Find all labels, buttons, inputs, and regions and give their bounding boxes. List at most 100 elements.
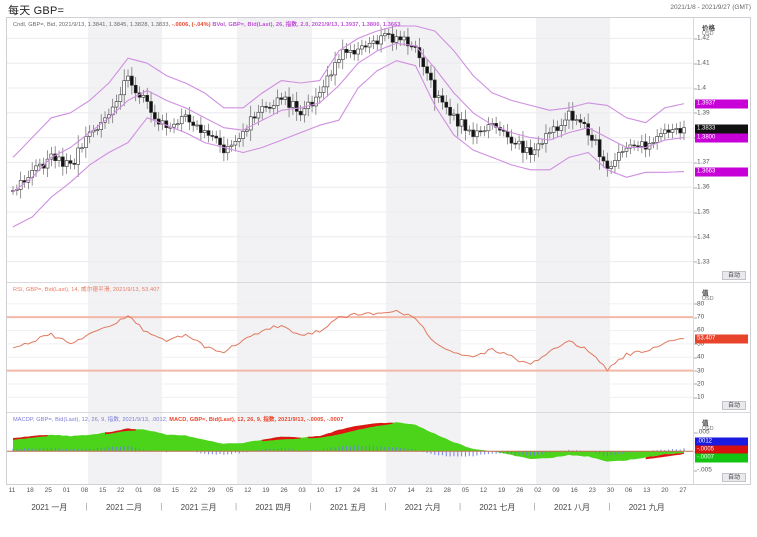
price-panel[interactable]: Cndl, GBP=, Bid, 2021/9/13, 1.3841, 1.38…	[7, 18, 750, 282]
macd-panel[interactable]: MACDP, GBP=, Bid(Last), 12, 26, 9, 指数, 2…	[7, 412, 750, 484]
price-chart-svg	[7, 25, 694, 263]
rsi-axis-tick: 70	[693, 313, 705, 321]
time-axis-month: 2021 七月	[479, 503, 516, 512]
macd-auto-button[interactable]: 自动	[722, 473, 746, 482]
time-axis-day: 11	[8, 487, 16, 494]
macd-axis[interactable]: 值 USD 自动 .0050-.005.0012-.0005-.0007	[693, 413, 750, 484]
time-axis-day: 12	[244, 487, 252, 494]
rsi-auto-button[interactable]: 自动	[722, 401, 746, 410]
month-stripe	[535, 413, 611, 484]
rsi-value-box-rsi-value: 53.407	[695, 334, 748, 344]
time-axis-separator: |	[160, 502, 163, 511]
time-axis-day: 05	[225, 487, 234, 494]
time-axis-day: 15	[171, 487, 179, 494]
title-bar: 每天 GBP= 2021/1/8 - 2021/9/27 (GMT)	[0, 0, 757, 18]
time-axis-day: 13	[643, 487, 651, 494]
rsi-panel[interactable]: RSI, GBP=, Bid(Last), 14, 威尔德平滑, 2021/9/…	[7, 282, 750, 412]
time-axis-day: 27	[679, 487, 687, 494]
time-axis-separator: |	[458, 502, 462, 511]
time-axis-day: 26	[280, 487, 288, 494]
time-axis[interactable]: 11 18 25 01 08 15 22 01 08 15 22 29 05 12 19 26 03 10 17 24…	[6, 487, 751, 533]
time-axis-day: 15	[99, 487, 107, 494]
macd-value-box-macd-line: -.0005	[695, 445, 748, 455]
price-plot-area[interactable]	[7, 18, 694, 282]
month-stripes	[7, 283, 694, 412]
page-title: 每天 GBP=	[8, 5, 65, 17]
price-axis-tick: 1.39	[694, 109, 710, 117]
time-axis-day: 31	[371, 487, 379, 494]
time-axis-month: 2021 一月	[31, 503, 68, 512]
rsi-axis-tick: 50	[693, 340, 705, 348]
time-axis-day: 14	[407, 487, 415, 494]
time-axis-day: 28	[443, 487, 451, 494]
time-axis-month: 2021 八月	[554, 503, 591, 512]
rsi-axis-tick: 10	[693, 393, 705, 401]
macd-axis-unit: USD	[702, 426, 714, 432]
macd-value-box-macd-signal: -.0007	[695, 453, 748, 463]
time-axis-day: 17	[334, 487, 343, 494]
price-axis[interactable]: 价格 USD 自动 1.421.411.41.391.381.371.361.3…	[693, 18, 750, 282]
time-axis-day: 16	[570, 487, 578, 494]
price-axis-tick: 1.37	[694, 158, 710, 166]
time-axis-day: 02	[534, 487, 542, 494]
time-axis-day: 22	[117, 487, 125, 494]
time-axis-month: 2021 六月	[404, 503, 441, 512]
price-legend-bollinger: BVol, GBP=, Bid(Last), 26, 指数, 2.0, 2021…	[212, 22, 401, 28]
time-axis-day: 09	[552, 487, 560, 494]
price-value-box-last-price: 1.3833	[695, 124, 748, 134]
price-legend-change: -.0006, (-.04%)	[171, 22, 211, 28]
rsi-plot-area[interactable]	[7, 283, 694, 412]
time-axis-day: 23	[588, 487, 596, 494]
time-axis-day: 01	[135, 487, 143, 494]
time-axis-month: 2021 四月	[255, 503, 292, 512]
rsi-chart-svg	[7, 303, 694, 398]
time-axis-day: 12	[479, 487, 488, 494]
time-axis-month: 2021 三月	[180, 503, 217, 512]
price-axis-tick: 1.41	[694, 59, 710, 67]
price-auto-button[interactable]: 自动	[722, 271, 746, 280]
time-axis-separator: |	[234, 502, 238, 511]
time-axis-day: 10	[316, 487, 324, 494]
time-axis-separator: |	[608, 502, 611, 511]
price-axis-tick: 1.34	[694, 233, 710, 241]
price-legend: Cndl, GBP=, Bid, 2021/9/13, 1.3841, 1.38…	[13, 20, 401, 28]
price-value-box-bb-middle: 1.3800	[695, 133, 748, 143]
price-value-box-bb-lower: 1.3663	[695, 167, 748, 177]
time-axis-day: 05	[461, 487, 469, 494]
time-axis-day: 19	[498, 487, 506, 494]
time-axis-day: 30	[606, 487, 615, 494]
price-value-box-bb-upper: 1.3937	[695, 99, 748, 109]
rsi-axis[interactable]: 值 USD 自动 80 70 60 50 40 30 20 10 53.407	[693, 283, 750, 412]
time-axis-day: 06	[624, 487, 633, 494]
month-stripe	[535, 283, 611, 412]
macd-plot-area[interactable]	[7, 413, 694, 484]
chart-frame: Cndl, GBP=, Bid, 2021/9/13, 1.3841, 1.38…	[6, 17, 751, 485]
time-axis-separator: |	[533, 502, 536, 511]
price-axis-tick: 1.35	[694, 208, 710, 216]
rsi-axis-tick: 40	[693, 353, 705, 361]
time-axis-day: 08	[80, 487, 89, 494]
macd-legend-line: MACD, GBP=, Bid(Last), 12, 26, 9, 指数, 20…	[169, 417, 344, 423]
macd-axis-tick: -.005	[694, 466, 712, 474]
time-axis-month: 2021 五月	[330, 503, 367, 512]
time-axis-day: 08	[153, 487, 161, 494]
price-axis-tick: 1.42	[694, 34, 710, 42]
time-axis-day: 24	[352, 487, 361, 494]
month-stripe	[237, 18, 312, 282]
macd-legend: MACDP, GBP=, Bid(Last), 12, 26, 9, 指数, 2…	[13, 415, 343, 423]
time-axis-day: 01	[62, 487, 71, 494]
time-axis-day: 22	[189, 487, 197, 494]
time-axis-month: 2021 九月	[628, 503, 665, 512]
time-axis-day: 21	[425, 487, 433, 494]
price-axis-unit: USD	[702, 31, 714, 37]
macd-chart-svg	[7, 422, 694, 462]
price-axis-title: 价格	[702, 25, 715, 32]
time-axis-day: 26	[516, 487, 524, 494]
time-axis-day: 25	[44, 487, 52, 494]
time-axis-day: 07	[389, 487, 397, 494]
month-stripe	[87, 283, 163, 412]
price-axis-tick: 1.36	[694, 183, 710, 191]
month-stripe	[237, 283, 312, 412]
rsi-axis-tick: 20	[693, 380, 705, 388]
